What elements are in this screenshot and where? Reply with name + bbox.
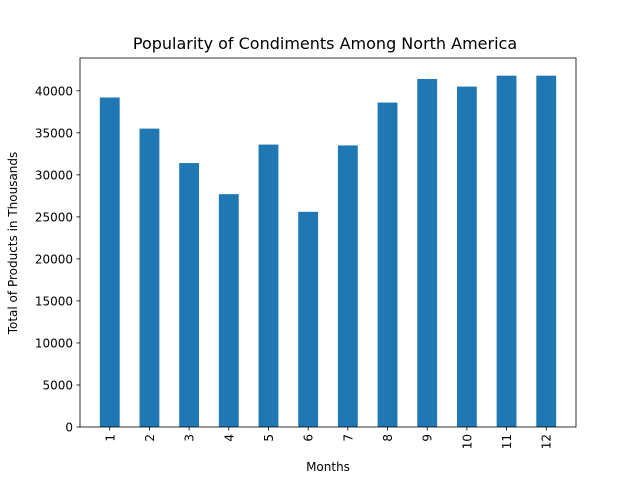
y-tick-label: 15000 [35, 294, 73, 308]
x-tick-label: 8 [381, 434, 395, 442]
bar-month-1 [99, 97, 120, 428]
chart-title: Popularity of Condiments Among North Ame… [133, 34, 517, 53]
x-tick-label: 4 [222, 434, 236, 442]
bar-month-10 [456, 86, 477, 428]
y-tick-label: 30000 [35, 168, 73, 182]
bar-month-7 [337, 145, 358, 427]
y-tick-label: 0 [65, 421, 73, 435]
bar-month-5 [258, 144, 279, 428]
y-tick-label: 20000 [35, 252, 73, 266]
bar-month-6 [298, 211, 319, 427]
x-tick-label: 5 [262, 434, 276, 442]
bar-month-9 [417, 79, 438, 427]
y-tick-label: 10000 [35, 336, 73, 350]
x-tick-label: 7 [341, 434, 355, 442]
bar-month-12 [536, 75, 557, 427]
y-axis: 0 5000 10000 15000 20000 25000 30000 35000 40000 [35, 84, 80, 435]
x-tick-label: 11 [500, 434, 514, 449]
y-axis-label: Total of Products in Thousands [6, 152, 20, 336]
x-tick-label: 6 [302, 434, 316, 442]
x-tick-label: 2 [143, 434, 157, 442]
bar-month-3 [179, 163, 200, 427]
x-tick-label: 3 [183, 434, 197, 442]
bar-series [99, 75, 557, 428]
x-tick-label: 1 [103, 434, 117, 442]
x-axis: 1 2 3 4 5 6 7 8 9 10 11 12 [103, 427, 554, 449]
y-tick-label: 5000 [42, 378, 73, 392]
x-tick-label: 9 [421, 434, 435, 442]
bar-month-2 [139, 128, 160, 427]
bar-month-4 [218, 194, 239, 427]
y-tick-label: 40000 [35, 84, 73, 98]
x-axis-label: Months [306, 460, 350, 474]
x-tick-label: 10 [460, 434, 474, 449]
bar-month-8 [377, 102, 398, 427]
y-tick-label: 35000 [35, 126, 73, 140]
plot-area: 0 5000 10000 15000 20000 25000 30000 35000 40000… [35, 57, 577, 449]
plot-frame [79, 57, 577, 428]
y-tick-label: 25000 [35, 210, 73, 224]
bar-month-11 [496, 75, 517, 427]
x-tick-label: 12 [540, 434, 554, 449]
